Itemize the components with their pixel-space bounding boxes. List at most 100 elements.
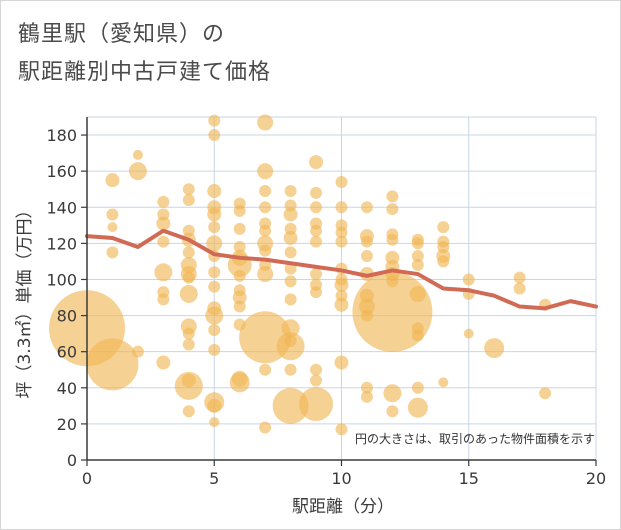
bubble-point (310, 201, 323, 214)
x-tick-label: 15 (459, 469, 479, 488)
bubble-point (310, 186, 323, 199)
x-tick-label: 5 (209, 469, 219, 488)
bubble-point (182, 405, 195, 418)
bubble-point (156, 216, 171, 231)
bubble-point (205, 306, 224, 325)
x-tick-label: 10 (331, 469, 351, 488)
bubble-point (208, 129, 221, 142)
bubble-point (257, 163, 274, 180)
bubble-point (259, 244, 272, 257)
bubble-point (233, 222, 246, 235)
bubble-point (284, 246, 297, 259)
y-axis-label: 坪（3.3㎡）単価（万円） (15, 201, 35, 398)
x-tick-label: 20 (586, 469, 606, 488)
bubble-point (438, 377, 449, 388)
bubble-point (484, 338, 505, 359)
bubble-point (259, 421, 272, 434)
bubble-point (182, 246, 195, 259)
bubble-point (437, 221, 450, 234)
bubble-point (257, 114, 274, 131)
bubble-point (335, 423, 348, 436)
bubble-point (335, 201, 348, 214)
bubble-point (310, 286, 323, 299)
bubble-point (106, 246, 119, 259)
y-tick-label: 60 (57, 343, 77, 362)
bubble-point (335, 175, 348, 188)
bubble-point (276, 332, 305, 361)
bubble-point (360, 201, 373, 214)
bubble-point (182, 183, 195, 196)
bubble-point (462, 273, 475, 286)
bubble-point (411, 381, 424, 394)
bubble-point (407, 397, 428, 418)
bubble-point (106, 208, 119, 221)
bubble-point (360, 235, 373, 248)
y-tick-label: 20 (57, 415, 77, 434)
bubble-point (107, 222, 118, 233)
bubble-point (233, 204, 246, 217)
bubble-point (208, 324, 221, 337)
bubble-point (283, 230, 298, 245)
bubble-point (334, 277, 349, 292)
bubble-point (411, 259, 424, 272)
bubble-point (174, 371, 203, 400)
bubble-point (229, 372, 250, 393)
bubble-point (208, 221, 221, 234)
chart-title-line2: 駅距離別中古戸建て価格 (18, 60, 272, 85)
chart-title-line1: 鶴里駅（愛知県）の (18, 22, 226, 47)
bubble-point (334, 297, 349, 312)
bubble-point (335, 235, 348, 248)
bubble-point (156, 355, 171, 370)
bubble-point (209, 417, 220, 428)
bubble-point (208, 266, 221, 279)
y-tick-label: 180 (46, 126, 77, 145)
bubble-point (128, 162, 147, 181)
y-tick-label: 0 (67, 451, 77, 470)
bubble-point (360, 381, 373, 394)
bubble-point (259, 224, 272, 237)
bubble-point (386, 203, 399, 216)
y-tick-label: 100 (46, 270, 77, 289)
bubble-point (208, 343, 221, 356)
average-line-group (85, 228, 598, 311)
bubble-point (259, 363, 272, 376)
bubble-point (411, 329, 424, 342)
y-tick-label: 160 (46, 162, 77, 181)
bubble-point (272, 387, 309, 424)
bubble-series (49, 114, 552, 436)
bubble-point (233, 240, 246, 253)
bubble-point (154, 263, 173, 282)
bubble-point (182, 327, 195, 340)
bubble-point (179, 284, 198, 303)
bubble-point (386, 405, 399, 418)
bubble-point (132, 149, 143, 160)
bubble-point (207, 398, 222, 413)
bubble-point (513, 282, 526, 295)
bubble-point (463, 328, 474, 339)
bubble-point (437, 255, 450, 268)
bubble-point (207, 184, 222, 199)
bubble-point (86, 338, 139, 391)
bubble-point (233, 269, 246, 282)
bubble-point (207, 207, 222, 222)
bubble-point (539, 387, 552, 400)
bubble-point (309, 155, 324, 170)
bubble-point (383, 384, 402, 403)
y-tick-label: 80 (57, 307, 77, 326)
bubble-point (284, 275, 297, 288)
axes (81, 117, 597, 466)
bubble-point (259, 185, 272, 198)
bubble-point (310, 224, 323, 237)
bubble-point (206, 235, 223, 252)
bubble-point (284, 293, 297, 306)
bubble-point (386, 190, 399, 203)
bubble-point (409, 285, 426, 302)
bubble-point (157, 293, 170, 306)
y-tick-label: 120 (46, 234, 77, 253)
bubble-point (208, 280, 221, 293)
average-price-line (85, 228, 598, 311)
bubble-point (182, 338, 195, 351)
bubble-point (513, 271, 526, 284)
bubble-point (157, 195, 170, 208)
